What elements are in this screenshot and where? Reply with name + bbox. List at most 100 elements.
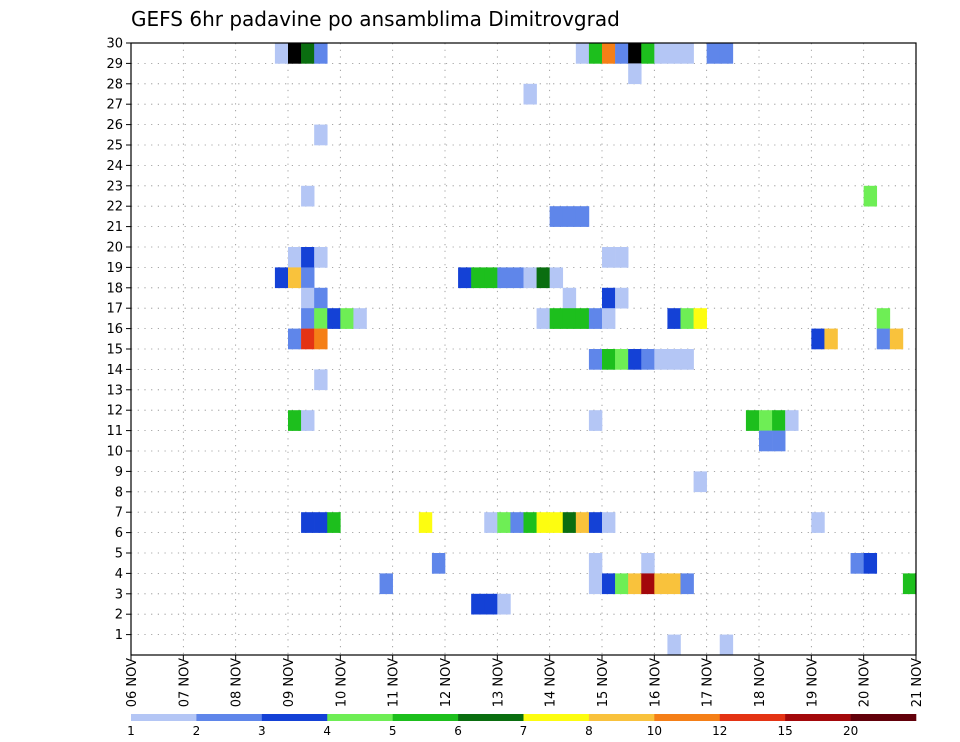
precip-cell	[889, 328, 904, 350]
precip-cell	[301, 185, 315, 207]
precip-cell	[431, 553, 446, 574]
precip-cell	[536, 512, 550, 533]
precip-cell	[314, 43, 328, 64]
precip-cell	[484, 512, 498, 533]
legend-label: 15	[778, 724, 793, 738]
x-tick-label: 20 NOV	[858, 658, 873, 707]
precip-cell	[667, 634, 681, 656]
precip-cell	[615, 43, 629, 64]
y-tick-label: 8	[115, 485, 123, 500]
precip-cell	[301, 512, 315, 533]
precip-cell	[458, 267, 472, 289]
y-tick-label: 3	[115, 587, 123, 602]
plot-frame	[130, 42, 917, 656]
legend-label: 8	[585, 724, 593, 738]
y-tick-label: 10	[106, 445, 123, 460]
precip-cell	[811, 328, 825, 350]
precip-cell	[876, 308, 891, 329]
precip-cell	[615, 247, 629, 268]
precip-cell	[314, 308, 328, 329]
legend-label: 12	[712, 724, 727, 738]
precip-cell	[680, 308, 694, 329]
precip-cell	[418, 512, 433, 533]
precip-cell	[628, 349, 642, 370]
x-tick-label: 06 NOV	[125, 658, 140, 707]
precip-cell	[549, 267, 564, 289]
precip-cell	[523, 83, 537, 105]
precip-cell	[575, 43, 590, 64]
y-tick-label: 21	[106, 220, 123, 235]
precip-cell	[314, 328, 328, 350]
precip-cell	[654, 43, 668, 64]
precip-cell	[680, 43, 694, 64]
precip-cell	[863, 185, 878, 207]
precip-cell	[314, 369, 328, 391]
precip-cell	[628, 63, 642, 85]
legend-label: 2	[193, 724, 201, 738]
precip-cell	[327, 308, 341, 329]
legend-label: 7	[520, 724, 528, 738]
precip-cell	[719, 634, 734, 656]
precip-cell	[811, 512, 825, 533]
precip-cell	[602, 43, 616, 64]
precip-cell	[693, 471, 707, 493]
precip-cell	[340, 308, 354, 329]
grid-lines	[131, 43, 916, 655]
y-tick-label: 24	[106, 159, 123, 174]
legend-label: 4	[323, 724, 331, 738]
y-axis: 1234567891011121314151617181920212223242…	[106, 37, 131, 643]
precip-cell	[680, 349, 694, 370]
y-tick-label: 2	[115, 608, 123, 623]
y-tick-label: 29	[106, 57, 123, 72]
precip-cell	[602, 573, 616, 595]
precip-cell	[549, 512, 564, 533]
legend-label: 3	[258, 724, 266, 738]
precip-cell	[288, 328, 302, 350]
legend-label: 1	[127, 724, 135, 738]
y-tick-label: 16	[106, 322, 123, 337]
y-tick-label: 5	[115, 547, 123, 562]
precip-cell	[536, 308, 550, 329]
legend-swatch	[392, 714, 459, 721]
precip-cell	[549, 308, 564, 329]
x-tick-label: 18 NOV	[753, 658, 768, 707]
precip-cell	[641, 43, 655, 64]
precip-cell	[510, 267, 524, 289]
x-tick-label: 08 NOV	[230, 658, 245, 707]
y-tick-label: 12	[106, 404, 123, 419]
precip-cell	[641, 349, 655, 370]
precip-cell	[497, 512, 511, 533]
precip-cell	[772, 430, 786, 452]
precip-cell	[314, 512, 328, 533]
precip-cell	[536, 267, 550, 289]
precip-cell	[667, 573, 681, 595]
x-tick-label: 19 NOV	[805, 658, 820, 707]
y-tick-label: 18	[106, 281, 123, 296]
precip-cell	[902, 573, 917, 595]
y-tick-label: 30	[106, 37, 123, 52]
legend-swatch	[196, 714, 263, 721]
x-tick-label: 10 NOV	[334, 658, 349, 707]
precip-cell	[745, 410, 760, 431]
legend-swatch	[785, 714, 851, 721]
precip-cell	[824, 328, 838, 350]
precip-cell	[602, 308, 616, 329]
legend-swatch	[458, 714, 524, 721]
precip-cell	[301, 410, 315, 431]
legend-label: 20	[843, 724, 858, 738]
x-tick-label: 13 NOV	[491, 658, 506, 707]
legend-label: 5	[389, 724, 397, 738]
y-tick-label: 13	[106, 383, 123, 398]
precip-cell	[588, 43, 603, 64]
precip-cell	[301, 267, 315, 289]
precip-cell	[353, 308, 367, 329]
precip-cell	[549, 206, 564, 227]
precip-cell	[615, 287, 629, 309]
precip-cell	[484, 593, 498, 615]
precip-cell	[575, 206, 590, 227]
precip-cell	[693, 308, 707, 329]
x-tick-label: 21 NOV	[910, 658, 925, 707]
precip-cell	[301, 328, 315, 350]
legend-swatch	[850, 714, 917, 721]
